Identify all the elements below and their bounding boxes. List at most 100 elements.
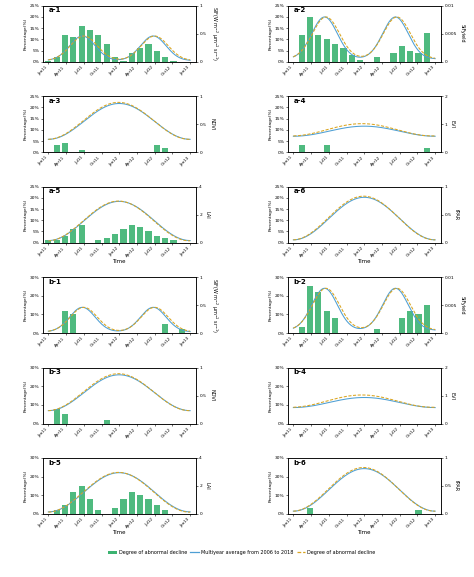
X-axis label: Time: Time — [357, 530, 371, 535]
Bar — [87, 31, 93, 62]
Bar — [62, 35, 68, 62]
Bar — [120, 499, 127, 514]
Bar — [62, 414, 68, 424]
Bar — [95, 241, 101, 243]
Bar — [62, 236, 68, 243]
Bar — [54, 409, 60, 424]
Bar — [104, 44, 110, 62]
Bar — [332, 318, 338, 333]
Text: b-3: b-3 — [49, 369, 62, 375]
Bar — [62, 143, 68, 152]
Bar — [154, 505, 160, 514]
Text: b-2: b-2 — [294, 279, 307, 285]
Bar — [390, 53, 397, 62]
Bar — [162, 510, 168, 514]
Bar — [307, 286, 313, 333]
Text: a-3: a-3 — [49, 98, 61, 104]
Bar — [154, 51, 160, 62]
Bar — [415, 53, 421, 62]
Bar — [54, 510, 60, 514]
Bar — [162, 57, 168, 62]
Y-axis label: Percentage(%): Percentage(%) — [23, 108, 27, 140]
Bar — [179, 329, 185, 333]
Y-axis label: SIFyield: SIFyield — [460, 24, 465, 43]
Bar — [79, 486, 85, 514]
Bar — [128, 224, 135, 243]
Bar — [424, 33, 430, 62]
Bar — [45, 241, 52, 243]
Bar — [315, 292, 321, 333]
Text: a-2: a-2 — [294, 8, 306, 13]
Bar — [70, 492, 76, 514]
Bar — [324, 39, 330, 62]
Bar — [374, 57, 380, 62]
Bar — [104, 420, 110, 424]
Y-axis label: LAI: LAI — [205, 482, 210, 490]
Bar — [120, 61, 127, 62]
Text: b-1: b-1 — [49, 279, 62, 285]
Bar — [79, 224, 85, 243]
Text: a-5: a-5 — [49, 188, 61, 194]
X-axis label: Time: Time — [112, 530, 126, 535]
Bar — [424, 305, 430, 333]
Bar — [146, 44, 152, 62]
Y-axis label: Percentage(%): Percentage(%) — [268, 18, 273, 50]
Y-axis label: Percentage(%): Percentage(%) — [24, 289, 27, 321]
Bar — [45, 61, 52, 62]
Bar — [137, 48, 143, 62]
Y-axis label: Percentage(%): Percentage(%) — [268, 108, 273, 140]
Bar — [146, 499, 152, 514]
Bar — [324, 310, 330, 333]
Bar — [128, 492, 135, 514]
Bar — [154, 236, 160, 243]
Bar — [120, 229, 127, 243]
Bar — [70, 229, 76, 243]
Y-axis label: Percentage(%): Percentage(%) — [23, 198, 27, 231]
Bar — [154, 145, 160, 152]
Bar — [95, 510, 101, 514]
Bar — [162, 238, 168, 243]
Y-axis label: fPAR: fPAR — [454, 209, 459, 220]
Y-axis label: Percentage(%): Percentage(%) — [268, 289, 273, 321]
Bar — [112, 57, 118, 62]
Bar — [62, 310, 68, 333]
Text: b-6: b-6 — [294, 460, 307, 466]
Bar — [70, 314, 76, 333]
Y-axis label: NDVI: NDVI — [209, 389, 214, 402]
Y-axis label: EVI: EVI — [450, 392, 455, 399]
Y-axis label: Percentage(%): Percentage(%) — [268, 380, 273, 411]
Bar — [162, 148, 168, 152]
Bar — [324, 145, 330, 152]
Text: a-6: a-6 — [294, 188, 306, 194]
Bar — [299, 35, 305, 62]
Text: b-5: b-5 — [49, 460, 62, 466]
Bar — [340, 48, 346, 62]
Bar — [112, 234, 118, 243]
Bar — [357, 59, 363, 62]
X-axis label: Time: Time — [357, 259, 371, 264]
Bar — [112, 508, 118, 514]
Y-axis label: Percentage(%): Percentage(%) — [23, 18, 27, 50]
Bar — [399, 318, 405, 333]
Y-axis label: NDVI: NDVI — [209, 118, 214, 130]
Legend: Degree of abnormal decline, Multiyear average from 2006 to 2018, Degree of abnor: Degree of abnormal decline, Multiyear av… — [108, 550, 375, 555]
Bar — [407, 51, 413, 62]
Bar — [299, 145, 305, 152]
Bar — [415, 314, 421, 333]
Y-axis label: Percentage(%): Percentage(%) — [268, 470, 273, 502]
Bar — [95, 35, 101, 62]
Bar — [407, 310, 413, 333]
Y-axis label: LAI: LAI — [205, 211, 210, 219]
Bar — [415, 510, 421, 514]
Bar — [307, 17, 313, 62]
Bar — [348, 55, 355, 62]
Bar — [79, 26, 85, 62]
Bar — [62, 505, 68, 514]
Bar — [54, 145, 60, 152]
Bar — [374, 329, 380, 333]
Bar — [104, 238, 110, 243]
Bar — [424, 148, 430, 152]
Bar — [399, 46, 405, 62]
Bar — [54, 57, 60, 62]
Y-axis label: SIF(W m$^{-2}$ μm$^{-1}$ sr$^{-1}$): SIF(W m$^{-2}$ μm$^{-1}$ sr$^{-1}$) — [209, 6, 219, 61]
